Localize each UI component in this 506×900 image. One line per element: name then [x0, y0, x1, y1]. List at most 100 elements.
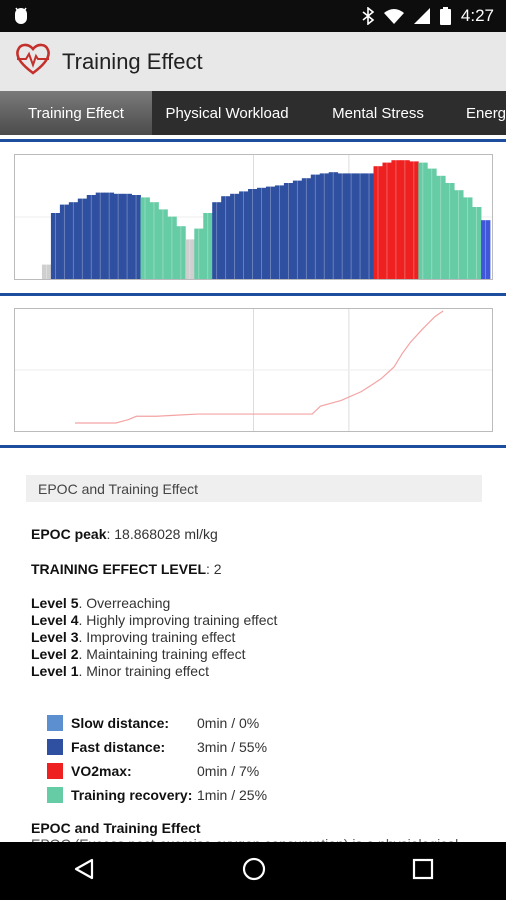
- epoc-bar: [301, 178, 312, 279]
- epoc-bar: [203, 213, 213, 279]
- recents-icon[interactable]: [412, 858, 434, 885]
- training-effect-chart-svg: [15, 309, 492, 431]
- legend-value: 3min / 55%: [197, 739, 268, 755]
- legend-label: Slow distance:: [71, 715, 170, 731]
- epoc-bar: [212, 202, 222, 279]
- navigation-bar: [0, 842, 506, 900]
- clock-time: 4:27: [460, 6, 494, 25]
- epoc-bar: [158, 209, 168, 279]
- epoc-chart-svg: [15, 155, 492, 279]
- legend-label: VO2max:: [71, 763, 132, 779]
- epoc-bar: [248, 189, 258, 279]
- epoc-bar: [50, 213, 61, 279]
- epoc-chart: [14, 154, 493, 280]
- bluetooth-icon: [362, 7, 374, 25]
- epoc-bar: [364, 173, 374, 279]
- epoc-bar: [104, 192, 115, 279]
- epoc-bar: [113, 193, 124, 279]
- level-label: Level 4: [31, 612, 79, 628]
- epoc-bar: [391, 160, 401, 279]
- epoc-bar: [221, 196, 231, 279]
- epoc-bar: [59, 204, 70, 279]
- epoc-bar: [239, 191, 249, 279]
- epoc-bar: [310, 174, 321, 279]
- level-text: . Overreaching: [78, 595, 171, 611]
- epoc-bar: [131, 195, 141, 279]
- legend-row-vo2max: VO2max: 0min / 7%: [47, 761, 259, 781]
- epoc-bar: [328, 172, 339, 279]
- epoc-bar: [41, 264, 52, 279]
- epoc-bar: [230, 193, 240, 279]
- training-effect-line: [75, 310, 444, 424]
- epoc-peak-line: EPOC peak: 18.868028 ml/kg: [31, 526, 218, 542]
- epoc-bar: [436, 175, 446, 279]
- level-label: Level 5: [31, 595, 79, 611]
- epoc-bar: [319, 173, 330, 279]
- epoc-bar: [194, 228, 204, 279]
- home-icon[interactable]: [241, 856, 267, 887]
- back-icon[interactable]: [72, 857, 96, 886]
- legend-label: Fast distance:: [71, 739, 166, 755]
- level-text: . Minor training effect: [78, 663, 209, 679]
- epoc-bar: [463, 197, 473, 279]
- epoc-bar: [409, 161, 419, 279]
- level-line: Level 4. Highly improving training effec…: [31, 612, 277, 628]
- level-text: . Maintaining training effect: [78, 646, 246, 662]
- swatch-vo2max: [47, 763, 63, 779]
- epoc-bar: [167, 216, 177, 279]
- tab-energy[interactable]: Energy: [466, 104, 506, 122]
- epoc-bar: [337, 173, 348, 279]
- level-line: Level 2. Maintaining training effect: [31, 646, 246, 662]
- wifi-icon: [383, 8, 404, 24]
- status-bar: 4:27: [0, 0, 506, 32]
- epoc-bar: [355, 173, 365, 279]
- epoc-bar: [257, 187, 267, 279]
- footer-title: EPOC and Training Effect: [31, 820, 201, 836]
- epoc-bar: [472, 207, 482, 279]
- epoc-bar: [185, 239, 195, 279]
- epoc-bar: [373, 166, 383, 279]
- epoc-bar: [176, 226, 186, 279]
- legend-row-slow-distance: Slow distance: 0min / 0%: [47, 713, 259, 733]
- training-effect-level-value: : 2: [206, 561, 222, 577]
- epoc-bar: [274, 185, 285, 279]
- swatch-slow-distance: [47, 715, 63, 731]
- tab-mental-stress[interactable]: Mental Stress: [332, 104, 424, 122]
- epoc-bar: [149, 202, 159, 279]
- footer-title-text: EPOC and Training Effect: [31, 820, 201, 836]
- epoc-bar: [292, 180, 303, 279]
- epoc-peak-label: EPOC peak: [31, 526, 107, 542]
- epoc-bar: [95, 192, 106, 279]
- epoc-peak-value: : 18.868028 ml/kg: [106, 526, 218, 542]
- level-label: Level 1: [31, 663, 79, 679]
- app-title: Training Effect: [62, 48, 203, 74]
- level-label: Level 3: [31, 629, 79, 645]
- tab-bar: Training Effect Physical Workload Mental…: [0, 91, 506, 135]
- legend-row-training-recovery: Training recovery: 1min / 25%: [47, 785, 267, 805]
- epoc-bar: [346, 173, 356, 279]
- epoc-bar: [382, 162, 392, 279]
- swatch-training-recovery: [47, 787, 63, 803]
- epoc-bar: [140, 197, 150, 279]
- level-line: Level 3. Improving training effect: [31, 629, 235, 645]
- epoc-bar: [481, 220, 491, 279]
- tab-physical-workload[interactable]: Physical Workload: [165, 104, 289, 122]
- section-header: EPOC and Training Effect: [26, 475, 482, 502]
- epoc-bar: [400, 160, 410, 279]
- app-bar: Training Effect: [0, 32, 506, 91]
- footer-text: EPOC (Excess post-exercise oxygen consum…: [31, 836, 491, 842]
- epoc-bar: [283, 183, 294, 279]
- heart-logo-icon: [14, 40, 52, 83]
- training-effect-level-line: TRAINING EFFECT LEVEL: 2: [31, 561, 222, 577]
- epoc-bar: [265, 186, 276, 279]
- epoc-bar: [68, 202, 79, 279]
- tab-training-effect[interactable]: Training Effect: [0, 91, 152, 135]
- training-effect-chart-panel: [0, 296, 506, 448]
- epoc-bar: [77, 198, 88, 279]
- android-debug-icon: [12, 7, 30, 25]
- legend-row-fast-distance: Fast distance: 3min / 55%: [47, 737, 267, 757]
- battery-icon: [439, 7, 451, 25]
- epoc-bar: [445, 183, 455, 279]
- level-line: Level 5. Overreaching: [31, 595, 170, 611]
- level-line: Level 1. Minor training effect: [31, 663, 209, 679]
